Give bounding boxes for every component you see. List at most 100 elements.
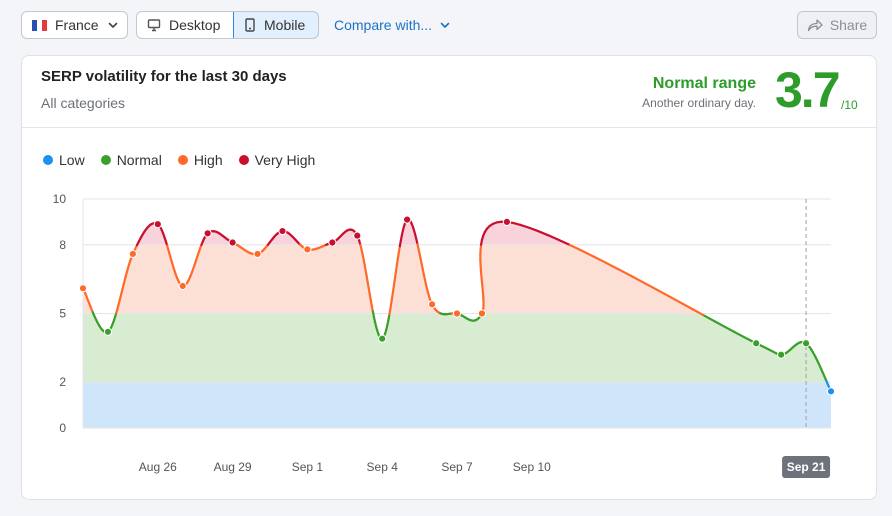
data-point[interactable] (427, 300, 437, 309)
device-toggle: Desktop Mobile (136, 11, 319, 39)
compare-label: Compare with... (334, 17, 433, 33)
line-segment (713, 320, 727, 329)
line-segment (391, 286, 395, 296)
line-segment (680, 301, 695, 311)
line-segment (723, 325, 736, 334)
card-title: SERP volatility for the last 30 days (41, 68, 287, 85)
data-point[interactable] (353, 231, 362, 240)
data-point[interactable] (378, 334, 387, 343)
share-label: Share (829, 17, 868, 33)
line-segment (536, 229, 550, 237)
legend-dot-normal (100, 155, 111, 165)
line-segment (580, 249, 595, 258)
data-point[interactable] (103, 327, 113, 336)
x-tick-label: Sep 1 (292, 460, 324, 474)
data-point[interactable] (128, 249, 137, 259)
data-point[interactable] (477, 309, 487, 318)
line-segment (546, 234, 560, 241)
line-segment (617, 268, 633, 278)
legend-label-low: Low (59, 152, 85, 168)
band-high (83, 244, 831, 314)
legend-item-high[interactable]: High (177, 152, 223, 168)
france-flag-icon (32, 19, 47, 31)
y-tick-label: 2 (59, 375, 66, 389)
line-segment (692, 308, 706, 317)
range-description: Another ordinary day. (642, 96, 756, 110)
range-label: Normal range (652, 75, 756, 92)
data-point[interactable] (303, 245, 312, 254)
data-point[interactable] (452, 309, 462, 318)
line-segment (393, 272, 397, 282)
line-segment (512, 221, 522, 227)
y-tick-label: 8 (59, 238, 66, 252)
chart-legend: Low Normal High Very High (43, 152, 331, 168)
country-select[interactable]: France (21, 11, 128, 39)
data-point[interactable] (752, 339, 761, 348)
data-point[interactable] (328, 238, 337, 247)
y-tick-label: 0 (59, 421, 66, 435)
toolbar: France Desktop Mobile Compare with... Sh… (0, 0, 892, 50)
x-tick-label: Sep 4 (367, 460, 399, 474)
chevron-down-icon (440, 22, 450, 28)
share-arrow-icon (807, 19, 823, 32)
device-desktop-label: Desktop (169, 17, 221, 33)
volatility-score: 3.7 (775, 62, 841, 118)
line-segment (668, 295, 683, 305)
current-day-badge (782, 456, 831, 478)
desktop-icon (147, 19, 161, 32)
data-point[interactable] (502, 217, 511, 226)
data-point[interactable] (777, 350, 786, 359)
legend-item-low[interactable]: Low (43, 152, 85, 168)
line-segment (741, 335, 752, 342)
data-point[interactable] (826, 387, 836, 396)
data-point[interactable] (203, 229, 212, 238)
line-segment (519, 223, 530, 229)
line-segment (592, 255, 608, 265)
chevron-down-icon (108, 22, 118, 28)
data-point[interactable] (801, 339, 811, 348)
line-segment (392, 279, 396, 289)
legend-item-normal[interactable]: Normal (100, 152, 162, 168)
legend-dot-high (177, 155, 188, 165)
line-segment (557, 238, 572, 247)
x-tick-label: Sep 10 (513, 460, 551, 474)
device-desktop-button[interactable]: Desktop (137, 12, 233, 38)
device-mobile-label: Mobile (264, 16, 306, 33)
legend-dot-very-high (238, 155, 249, 165)
mobile-icon (245, 17, 255, 32)
data-point[interactable] (278, 226, 287, 236)
x-tick-label: Aug 26 (139, 460, 177, 474)
device-mobile-button[interactable]: Mobile (233, 12, 318, 38)
legend-label-high: High (193, 152, 223, 168)
data-point[interactable] (178, 281, 187, 291)
line-segment (395, 257, 399, 268)
line-segment (389, 300, 393, 310)
card-header: SERP volatility for the last 30 days All… (22, 56, 876, 128)
line-segment (390, 293, 394, 303)
line-segment (630, 275, 646, 285)
volatility-score-max: /10 (841, 98, 858, 112)
line-segment (605, 261, 620, 271)
data-point[interactable] (228, 238, 237, 247)
legend-label-normal: Normal (116, 152, 162, 168)
legend-label-very-high: Very High (254, 152, 316, 168)
line-segment (655, 288, 671, 298)
line-segment (394, 264, 398, 275)
data-point[interactable] (403, 215, 412, 224)
card-subtitle: All categories (41, 95, 126, 111)
compare-dropdown[interactable]: Compare with... (334, 17, 450, 33)
y-tick-label: 5 (59, 307, 66, 321)
country-label: France (55, 17, 99, 33)
data-point[interactable] (78, 284, 88, 293)
legend-dot-low (43, 155, 53, 165)
legend-item-very-high[interactable]: Very High (238, 152, 316, 168)
share-button[interactable]: Share (797, 11, 877, 39)
x-tick-label: Aug 29 (214, 460, 252, 474)
band-normal (83, 313, 831, 383)
data-point[interactable] (153, 220, 162, 229)
band-very-high (83, 219, 831, 245)
y-tick-label: 10 (53, 192, 67, 206)
line-segment (703, 314, 717, 323)
data-point[interactable] (253, 249, 262, 259)
